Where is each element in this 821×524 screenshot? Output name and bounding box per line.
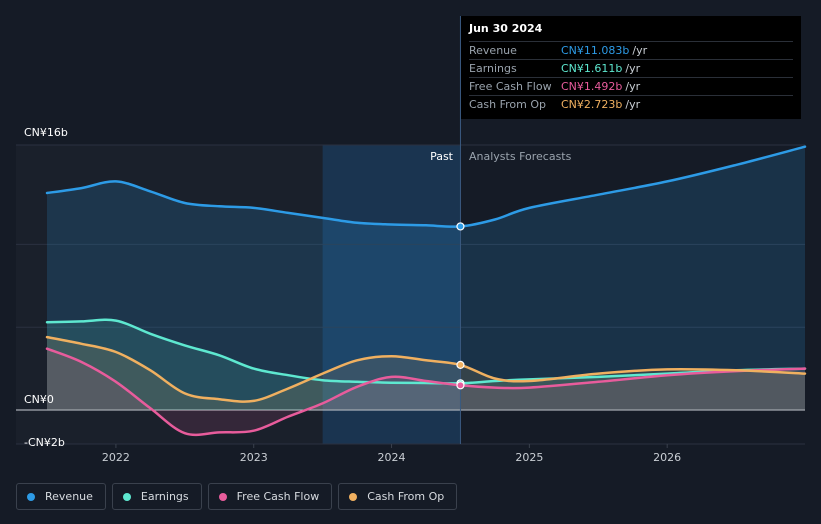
x-tick-label: 2025	[515, 451, 543, 464]
tooltip-row-free-cash-flow: Free Cash Flow CN¥1.492b /yr	[469, 77, 793, 95]
tooltip-unit: /yr	[632, 44, 648, 57]
tooltip-value: CN¥11.083b	[561, 44, 630, 57]
forecast-label: Analysts Forecasts	[469, 150, 572, 163]
y-tick-label: -CN¥2b	[24, 436, 65, 449]
legend-dot-icon	[27, 492, 35, 501]
legend-item-earnings[interactable]: Earnings	[111, 483, 202, 510]
x-tick-label: 2026	[653, 451, 681, 464]
area-free-cash-flow	[47, 348, 805, 435]
y-axis: CN¥16b CN¥0 -CN¥2b	[24, 126, 68, 449]
legend-dot-icon	[349, 492, 358, 501]
tooltip-value: CN¥1.611b	[561, 62, 623, 75]
marker-free-cash-flow	[456, 381, 465, 390]
x-tick-label: 2023	[240, 451, 268, 464]
tooltip-value: CN¥1.492b	[561, 80, 623, 93]
past-label: Past	[430, 150, 454, 163]
area-revenue	[47, 146, 805, 410]
tooltip-value: CN¥2.723b	[561, 98, 623, 111]
gridlines	[16, 144, 805, 445]
tooltip-unit: /yr	[625, 80, 641, 93]
x-tick-label: 2024	[378, 451, 406, 464]
tooltip-unit: /yr	[625, 62, 641, 75]
legend-item-cash-from-op[interactable]: Cash From Op	[338, 483, 458, 510]
area-cash-from-op	[47, 337, 805, 410]
legend-dot-icon	[122, 492, 131, 501]
tooltip-row-cash-from-op: Cash From Op CN¥2.723b /yr	[469, 95, 793, 113]
legend-label: Free Cash Flow	[236, 490, 320, 503]
tooltip-panel: Jun 30 2024 Revenue CN¥11.083b /yr Earni…	[461, 16, 801, 119]
area-earnings	[47, 319, 805, 410]
tooltip-row-earnings: Earnings CN¥1.611b /yr	[469, 59, 793, 77]
legend-label: Earnings	[140, 490, 189, 503]
tooltip-label: Cash From Op	[469, 98, 547, 111]
tooltip-date: Jun 30 2024	[469, 22, 543, 35]
legend-item-revenue[interactable]: Revenue	[16, 483, 106, 510]
legend-label: Cash From Op	[367, 490, 445, 503]
line-earnings	[45, 318, 807, 385]
y-tick-label: CN¥16b	[24, 126, 68, 139]
legend-label: Revenue	[45, 490, 93, 503]
series-areas	[47, 146, 805, 435]
marker-cash-from-op	[456, 360, 465, 370]
x-axis: 2022 2023 2024 2025 2026	[102, 444, 681, 464]
marker-revenue	[456, 222, 465, 231]
y-tick-label: CN¥0	[24, 393, 54, 406]
x-tick-label: 2022	[102, 451, 130, 464]
tooltip-unit: /yr	[625, 98, 641, 111]
series-lines	[45, 145, 807, 437]
legend-dot-icon	[218, 492, 227, 501]
line-revenue	[45, 145, 807, 228]
chart-legend: Revenue Earnings Free Cash Flow Cash Fro…	[16, 483, 458, 510]
tooltip-row-revenue: Revenue CN¥11.083b /yr	[469, 41, 793, 59]
line-free-cash-flow	[45, 347, 807, 437]
line-cash-from-op	[45, 335, 807, 403]
tooltip-label: Free Cash Flow	[469, 80, 552, 93]
tooltip-label: Earnings	[469, 62, 517, 75]
highlight-band	[322, 145, 461, 444]
tooltip-label: Revenue	[469, 44, 517, 57]
legend-item-free-cash-flow[interactable]: Free Cash Flow	[207, 483, 333, 510]
hover-markers	[456, 222, 465, 390]
